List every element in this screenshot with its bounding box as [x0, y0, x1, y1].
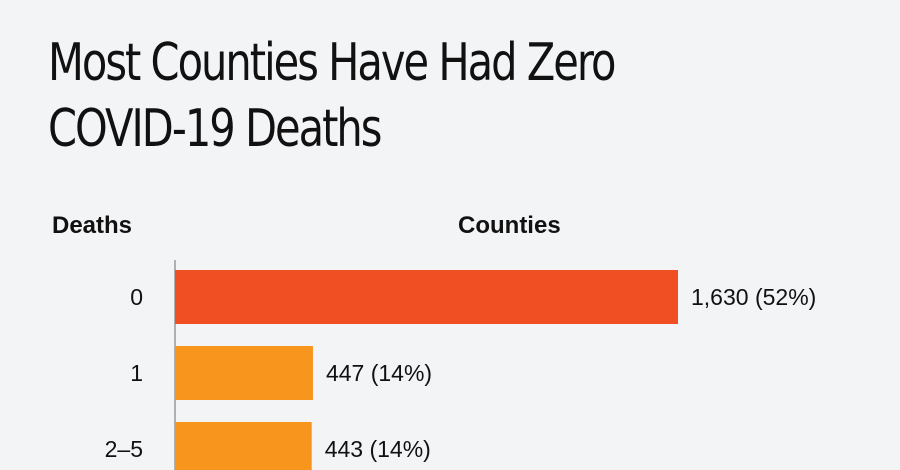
counties-column-header: Counties: [458, 212, 561, 239]
bar-2: [175, 422, 312, 470]
bar-0: [175, 270, 678, 324]
value-label-0: 1,630 (52%): [691, 284, 816, 310]
chart-title-line-1: Most Counties Have Had Zero: [48, 33, 616, 93]
chart-title: Most Counties Have Had Zero COVID-19 Dea…: [48, 30, 848, 162]
deaths-column-header: Deaths: [52, 212, 133, 239]
value-label-2: 443 (14%): [325, 436, 431, 462]
category-label-0: 0: [130, 284, 143, 310]
bar-1: [175, 346, 313, 400]
category-label-2: 2–5: [105, 436, 143, 462]
category-label-1: 1: [130, 360, 143, 386]
value-label-1: 447 (14%): [326, 360, 432, 386]
chart-title-line-2: COVID-19 Deaths: [48, 99, 382, 159]
